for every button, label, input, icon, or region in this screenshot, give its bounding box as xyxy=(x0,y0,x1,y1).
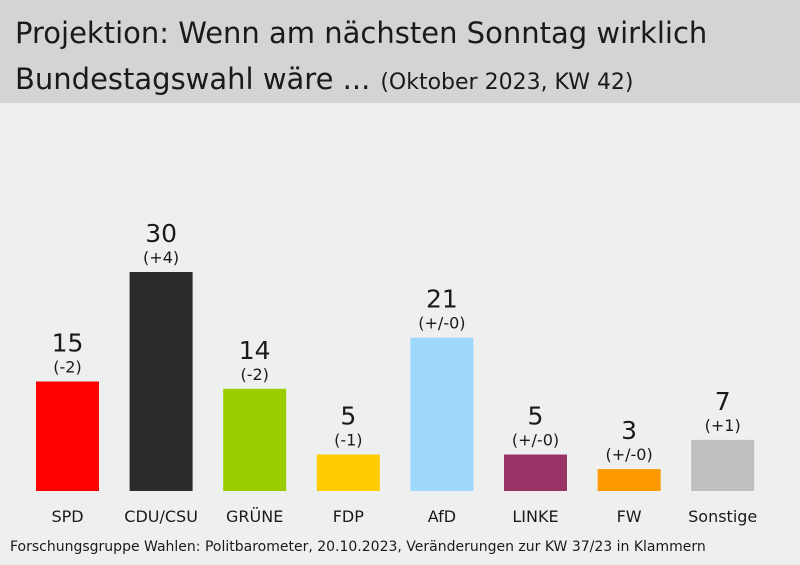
chart-subtitle: (Oktober 2023, KW 42) xyxy=(380,70,634,95)
bar-grne xyxy=(223,388,287,491)
bar-spd xyxy=(36,381,99,491)
value-label: 3 xyxy=(621,416,637,445)
change-label: (-2) xyxy=(53,358,81,377)
change-label: (+/-0) xyxy=(512,431,559,450)
source-note: Forschungsgruppe Wahlen: Politbarometer,… xyxy=(10,539,706,555)
change-label: (+4) xyxy=(143,248,179,267)
change-label: (+/-0) xyxy=(605,445,652,464)
change-label: (+/-0) xyxy=(418,314,465,333)
chart-title-line-2: Bundestagswahl wäre ... (Oktober 2023, KW… xyxy=(15,62,634,96)
category-label: Sonstige xyxy=(688,507,757,526)
bar-cducsu xyxy=(129,272,193,491)
bar-chart: (-2)15SPD(+4)30CDU/CSU(-2)14GRÜNE(-1)5FD… xyxy=(36,219,757,526)
category-label: SPD xyxy=(51,507,83,526)
bar-fw xyxy=(597,469,661,491)
value-label: 15 xyxy=(52,329,84,358)
category-label: GRÜNE xyxy=(226,507,283,526)
bar-linke xyxy=(504,454,567,491)
bar-afd xyxy=(410,337,474,491)
bar-fdp xyxy=(316,454,380,491)
chart-title-text: Bundestagswahl wäre ... xyxy=(15,62,371,96)
value-label: 5 xyxy=(340,402,356,431)
change-label: (-2) xyxy=(240,365,268,384)
value-label: 21 xyxy=(426,285,458,314)
value-label: 5 xyxy=(528,402,544,431)
category-label: AfD xyxy=(428,507,456,526)
value-label: 14 xyxy=(239,336,271,365)
change-label: (-1) xyxy=(334,431,362,450)
chart-header: Projektion: Wenn am nächsten Sonntag wir… xyxy=(0,0,800,103)
category-label: FW xyxy=(617,507,642,526)
category-label: LINKE xyxy=(512,507,558,526)
value-label: 30 xyxy=(145,219,177,248)
value-label: 7 xyxy=(715,387,731,416)
chart-title-line-1: Projektion: Wenn am nächsten Sonntag wir… xyxy=(15,16,708,50)
category-label: CDU/CSU xyxy=(124,507,198,526)
bar-sonstige xyxy=(691,439,755,491)
change-label: (+1) xyxy=(705,416,741,435)
category-label: FDP xyxy=(333,507,365,526)
